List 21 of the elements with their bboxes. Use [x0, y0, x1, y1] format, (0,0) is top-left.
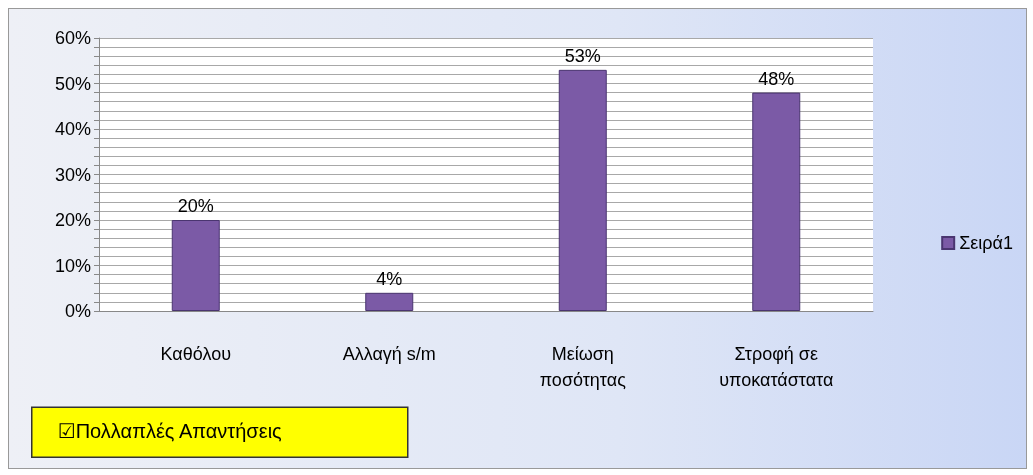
data-label: 20% — [177, 196, 214, 216]
y-tick-label: 30% — [54, 164, 91, 185]
data-label: 53% — [564, 45, 601, 66]
bar — [752, 92, 801, 311]
y-tick-label: 10% — [54, 255, 91, 276]
y-tick-label: 50% — [54, 73, 91, 94]
y-tick-label: 40% — [54, 119, 91, 139]
data-label: 4% — [376, 268, 403, 289]
bar — [558, 69, 607, 311]
y-tick-label: 60% — [54, 28, 91, 48]
legend-label: Σειρά1 — [959, 233, 1014, 253]
data-label: 48% — [758, 68, 795, 89]
x-tick-label: Αλλαγή s/m — [342, 344, 436, 364]
bar — [171, 220, 220, 311]
y-tick-label: 0% — [64, 301, 91, 321]
x-tick-label: Καθόλου — [160, 344, 231, 364]
x-tick-label: Μείωση ποσότητας — [539, 344, 627, 390]
text: ☑Πολλαπλές Απαντήσεις — [57, 420, 283, 443]
x-tick-label: Στροφή σε υποκατάστατα — [719, 344, 834, 390]
y-tick-label: 20% — [54, 210, 91, 230]
bar — [365, 292, 414, 311]
